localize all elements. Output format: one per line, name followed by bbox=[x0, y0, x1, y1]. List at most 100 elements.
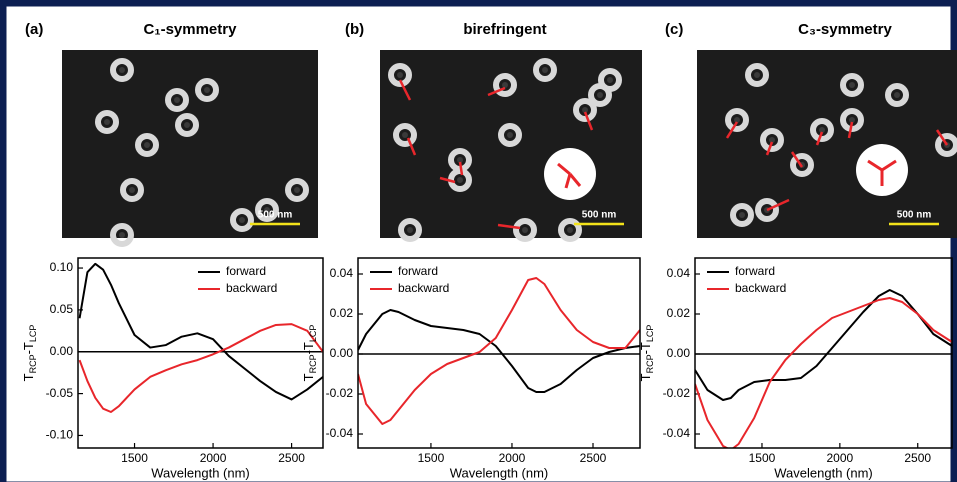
nanostructure bbox=[493, 73, 517, 97]
nanostructure-core bbox=[184, 122, 190, 128]
scale-bar-label: 500 nm bbox=[258, 210, 293, 221]
nanostructure bbox=[120, 178, 144, 202]
x-tick-label: 1500 bbox=[121, 451, 148, 465]
nanostructure bbox=[533, 58, 557, 82]
nanostructure-core bbox=[739, 212, 745, 218]
legend-label: forward bbox=[226, 264, 266, 278]
nanostructure-core bbox=[174, 97, 180, 103]
y-tick-label: 0.00 bbox=[330, 346, 354, 360]
nanostructure-core bbox=[597, 92, 603, 98]
panel-label: (c) bbox=[665, 21, 683, 38]
y-tick-label: -0.02 bbox=[326, 386, 354, 400]
chart-title: C₁-symmetry bbox=[144, 21, 238, 38]
x-tick-label: 2000 bbox=[200, 451, 227, 465]
nanostructure-core bbox=[457, 157, 463, 163]
nanostructure-core bbox=[507, 132, 513, 138]
nanostructure-core bbox=[144, 142, 150, 148]
y-tick-label: -0.05 bbox=[46, 386, 74, 400]
x-axis-label: Wavelength (nm) bbox=[450, 465, 549, 480]
y-axis-label: TRCP-TLCP bbox=[301, 325, 318, 382]
nanostructure-core bbox=[567, 227, 573, 233]
y-axis-label-part: T bbox=[301, 373, 316, 381]
y-axis-label-part: LCP bbox=[308, 325, 318, 343]
nanostructure-core bbox=[502, 82, 508, 88]
arrow bbox=[406, 137, 417, 156]
y-axis-label-part: -T bbox=[21, 342, 36, 354]
plot-frame bbox=[694, 257, 953, 449]
x-tick-label: 1500 bbox=[749, 451, 776, 465]
nanostructure-core bbox=[457, 177, 463, 183]
arrow bbox=[583, 111, 594, 131]
arrow bbox=[487, 86, 506, 97]
nanostructure bbox=[388, 63, 412, 87]
y-axis-label-part: RCP bbox=[645, 354, 655, 373]
nanostructure bbox=[285, 178, 309, 202]
scale-bar-label: 500 nm bbox=[897, 210, 932, 221]
x-tick-label: 2000 bbox=[499, 451, 526, 465]
y-tick-label: 0.02 bbox=[330, 306, 354, 320]
data-line bbox=[78, 262, 323, 401]
y-tick-label: 0.00 bbox=[50, 344, 74, 358]
y-axis-label-part: -T bbox=[638, 342, 653, 354]
y-tick-label: 0.00 bbox=[667, 346, 691, 360]
arrow bbox=[815, 131, 824, 146]
nanostructure bbox=[165, 88, 189, 112]
nanostructure bbox=[95, 110, 119, 134]
arrow bbox=[935, 129, 949, 146]
y-tick-label: 0.04 bbox=[667, 266, 691, 280]
nanostructure-core bbox=[734, 117, 740, 123]
y-tick-label: -0.02 bbox=[663, 386, 691, 400]
data-line bbox=[358, 277, 640, 425]
chart-title: C₃-symmetry bbox=[798, 21, 892, 38]
y-axis-label-part: RCP bbox=[28, 354, 38, 373]
nanostructure bbox=[135, 133, 159, 157]
y-tick-label: 0.04 bbox=[330, 266, 354, 280]
nanostructure-core bbox=[849, 117, 855, 123]
arrow bbox=[766, 198, 790, 212]
nanostructure bbox=[840, 108, 864, 132]
nanostructure-core bbox=[119, 67, 125, 73]
nanostructure-core bbox=[204, 87, 210, 93]
nanostructure bbox=[398, 218, 422, 242]
arrow bbox=[458, 161, 464, 176]
nanostructure bbox=[498, 123, 522, 147]
nanostructure-core bbox=[894, 92, 900, 98]
y-tick-label: 0.02 bbox=[667, 306, 691, 320]
scale-bar-label: 500 nm bbox=[582, 210, 617, 221]
data-line bbox=[695, 289, 952, 401]
inset-arrow bbox=[564, 173, 572, 189]
nanostructure bbox=[573, 98, 597, 122]
nanostructure-core bbox=[239, 217, 245, 223]
nanostructure bbox=[110, 223, 134, 247]
arrow bbox=[765, 141, 774, 156]
y-tick-label: 0.05 bbox=[50, 302, 74, 316]
data-line bbox=[695, 297, 952, 448]
y-axis-label-part: LCP bbox=[645, 325, 655, 343]
nanostructure-core bbox=[754, 72, 760, 78]
y-tick-label: 0.10 bbox=[50, 260, 74, 274]
chart-title: birefringent bbox=[463, 21, 546, 38]
inset-arrow bbox=[568, 173, 582, 187]
nanostructure bbox=[110, 58, 134, 82]
nanostructure-core bbox=[849, 82, 855, 88]
inset-arrow bbox=[867, 159, 883, 172]
nanostructure-core bbox=[264, 207, 270, 213]
panel-label: (b) bbox=[345, 21, 364, 38]
nanostructure bbox=[255, 198, 279, 222]
y-tick-label: -0.10 bbox=[46, 428, 74, 442]
nanostructure bbox=[558, 218, 582, 242]
nanostructure bbox=[810, 118, 834, 142]
nanostructure-core bbox=[402, 132, 408, 138]
nanostructure-core bbox=[119, 232, 125, 238]
y-axis-label: TRCP-TLCP bbox=[21, 325, 38, 382]
legend-label: forward bbox=[398, 264, 438, 278]
arrow bbox=[847, 121, 854, 139]
nanostructure bbox=[935, 133, 957, 157]
nanostructure bbox=[230, 208, 254, 232]
nanostructure bbox=[725, 108, 749, 132]
x-tick-label: 2500 bbox=[580, 451, 607, 465]
x-tick-label: 2500 bbox=[904, 451, 931, 465]
nanostructure-core bbox=[129, 187, 135, 193]
